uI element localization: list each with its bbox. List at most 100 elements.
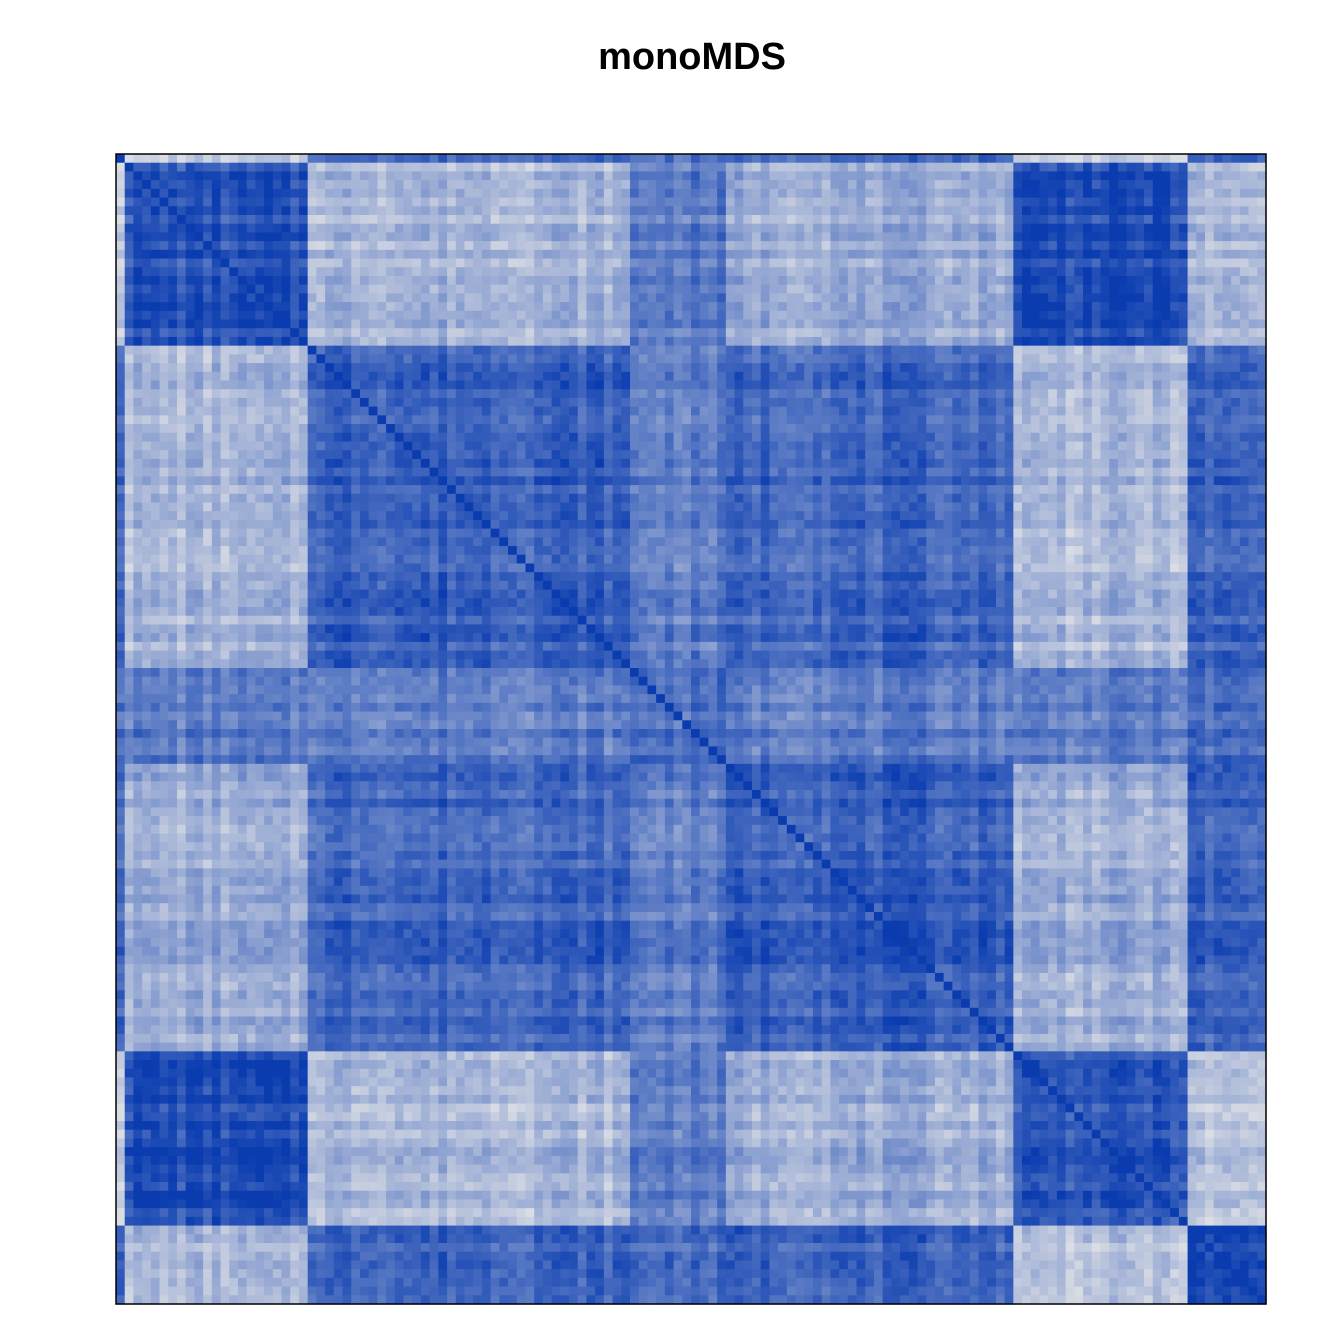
- heatmap-cell: [351, 224, 360, 233]
- heatmap-cell: [543, 311, 552, 320]
- heatmap-cell: [1222, 171, 1231, 180]
- heatmap-cell: [194, 311, 203, 320]
- heatmap-cell: [769, 424, 778, 433]
- heatmap-cell: [1066, 354, 1075, 363]
- heatmap-cell: [804, 293, 813, 302]
- heatmap-cell: [186, 389, 195, 398]
- heatmap-cell: [404, 354, 413, 363]
- heatmap-cell: [979, 407, 988, 416]
- heatmap-cell: [752, 241, 761, 250]
- heatmap-cell: [1249, 259, 1258, 268]
- heatmap-cell: [569, 198, 578, 207]
- heatmap-cell: [743, 171, 752, 180]
- heatmap-cell: [456, 259, 465, 268]
- heatmap-cell: [221, 433, 230, 442]
- heatmap-cell: [1127, 241, 1136, 250]
- heatmap-cell: [970, 433, 979, 442]
- heatmap-cell: [552, 389, 561, 398]
- heatmap-cell: [726, 180, 735, 189]
- heatmap-cell: [264, 398, 273, 407]
- heatmap-cell: [430, 424, 439, 433]
- heatmap-cell: [534, 250, 543, 259]
- heatmap-cell: [1214, 337, 1223, 346]
- heatmap-cell: [717, 381, 726, 390]
- heatmap-cell: [1083, 206, 1092, 215]
- heatmap-cell: [796, 206, 805, 215]
- heatmap-cell: [1109, 171, 1118, 180]
- heatmap-cell: [735, 250, 744, 259]
- heatmap-cell: [1031, 215, 1040, 224]
- heatmap-cell: [1109, 407, 1118, 416]
- heatmap-cell: [517, 442, 526, 451]
- heatmap-cell: [1170, 267, 1179, 276]
- heatmap-cell: [717, 372, 726, 381]
- heatmap-cell: [987, 285, 996, 294]
- heatmap-cell: [247, 180, 256, 189]
- heatmap-cell: [142, 372, 151, 381]
- heatmap-cell: [804, 302, 813, 311]
- heatmap-cell: [926, 424, 935, 433]
- heatmap-cell: [273, 346, 282, 355]
- heatmap-cell: [282, 163, 291, 172]
- heatmap-cell: [255, 433, 264, 442]
- heatmap-cell: [447, 311, 456, 320]
- heatmap-cell: [735, 198, 744, 207]
- heatmap-cell: [525, 302, 534, 311]
- heatmap-cell: [952, 337, 961, 346]
- heatmap-cell: [1022, 381, 1031, 390]
- heatmap-cell: [665, 433, 674, 442]
- heatmap-cell: [787, 171, 796, 180]
- heatmap-cell: [508, 302, 517, 311]
- heatmap-cell: [874, 363, 883, 372]
- heatmap-cell: [1135, 250, 1144, 259]
- heatmap-cell: [1057, 224, 1066, 233]
- heatmap-cell: [299, 328, 308, 337]
- heatmap-cell: [822, 302, 831, 311]
- heatmap-cell: [1179, 407, 1188, 416]
- heatmap-cell: [316, 433, 325, 442]
- heatmap-cell: [1057, 407, 1066, 416]
- heatmap-cell: [578, 311, 587, 320]
- heatmap-cell: [647, 459, 656, 468]
- heatmap-cell: [796, 259, 805, 268]
- heatmap-cell: [255, 154, 264, 163]
- heatmap-cell: [1118, 285, 1127, 294]
- heatmap-cell: [1153, 407, 1162, 416]
- heatmap-cell: [1013, 232, 1022, 241]
- heatmap-cell: [1109, 180, 1118, 189]
- heatmap-cell: [961, 285, 970, 294]
- heatmap-cell: [621, 381, 630, 390]
- heatmap-cell: [961, 302, 970, 311]
- heatmap-cell: [290, 398, 299, 407]
- heatmap-cell: [334, 224, 343, 233]
- heatmap-cell: [116, 293, 125, 302]
- heatmap-cell: [316, 398, 325, 407]
- heatmap-cell: [1153, 346, 1162, 355]
- heatmap-cell: [221, 250, 230, 259]
- heatmap-cell: [1205, 372, 1214, 381]
- heatmap-cell: [404, 267, 413, 276]
- heatmap-cell: [360, 224, 369, 233]
- heatmap-cell: [238, 259, 247, 268]
- heatmap-cell: [778, 302, 787, 311]
- heatmap-cell: [848, 206, 857, 215]
- heatmap-cell: [473, 424, 482, 433]
- heatmap-cell: [1179, 442, 1188, 451]
- heatmap-cell: [264, 311, 273, 320]
- heatmap-cell: [813, 320, 822, 329]
- heatmap-cell: [1066, 398, 1075, 407]
- heatmap-cell: [935, 311, 944, 320]
- heatmap-cell: [255, 328, 264, 337]
- heatmap-cell: [351, 337, 360, 346]
- heatmap-cell: [647, 259, 656, 268]
- heatmap-cell: [1109, 224, 1118, 233]
- heatmap-cell: [717, 424, 726, 433]
- heatmap-cell: [1214, 424, 1223, 433]
- heatmap-cell: [1022, 154, 1031, 163]
- heatmap-cell: [264, 415, 273, 424]
- heatmap-cell: [717, 276, 726, 285]
- heatmap-cell: [769, 354, 778, 363]
- heatmap-cell: [386, 328, 395, 337]
- heatmap-cell: [1179, 311, 1188, 320]
- heatmap-cell: [656, 215, 665, 224]
